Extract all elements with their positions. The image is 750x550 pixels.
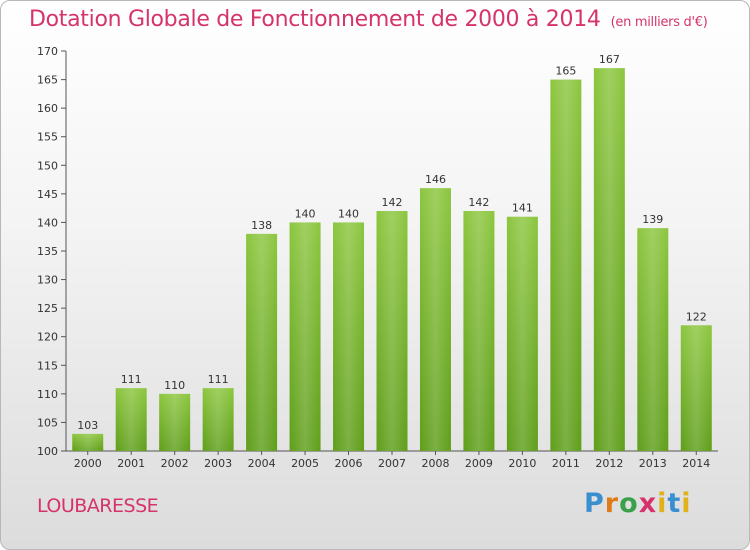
bar-shine: [246, 233, 278, 451]
y-tick-label: 105: [37, 416, 58, 429]
y-tick-label: 135: [37, 245, 58, 258]
x-tick-label: 2001: [117, 457, 145, 470]
data-labels-group: 103 111 110 111 138 140 140 142 146 142 141 165 167 1…: [77, 53, 707, 432]
bar-shine: [550, 79, 582, 452]
x-tick-label: 2002: [161, 457, 189, 470]
y-tick-label: 170: [37, 45, 58, 58]
x-tick-label: 2007: [378, 457, 406, 470]
data-label: 110: [164, 379, 185, 392]
y-tick-label: 130: [37, 274, 58, 287]
title-text: Dotation Globale de Fonctionnement de 20…: [29, 7, 601, 32]
logo-letter: r: [604, 488, 620, 519]
bar-shine: [637, 228, 669, 451]
bar-shine: [289, 222, 321, 451]
x-tick-label: 2000: [74, 457, 102, 470]
data-label: 146: [425, 173, 446, 186]
data-label: 140: [338, 207, 359, 220]
data-label: 139: [642, 213, 663, 226]
data-label: 141: [512, 202, 533, 215]
proxiti-logo[interactable]: Proxiti: [584, 488, 692, 519]
logo-letter: t: [667, 488, 682, 519]
y-tick-label: 150: [37, 159, 58, 172]
unit-subtitle: (en milliers d'€): [610, 15, 708, 30]
y-tick-label: 160: [37, 102, 58, 115]
data-label: 142: [382, 196, 403, 209]
data-label: 103: [77, 419, 98, 432]
x-tick-label: 2011: [552, 457, 580, 470]
x-tick-label: 2012: [595, 457, 623, 470]
x-tick-label: 2004: [248, 457, 276, 470]
x-tick-label: 2008: [421, 457, 449, 470]
commune-name: LOUBARESSE: [37, 495, 159, 517]
x-tick-label: 2010: [508, 457, 536, 470]
y-tick-label: 110: [37, 388, 58, 401]
y-tick-label: 115: [37, 359, 58, 372]
x-tick-label: 2013: [639, 457, 667, 470]
bars-group: [72, 68, 712, 452]
data-label: 140: [295, 207, 316, 220]
logo-letter: x: [638, 488, 658, 519]
bar-shine: [463, 211, 495, 451]
y-tick-label: 155: [37, 131, 58, 144]
bar-shine: [506, 216, 538, 451]
chart-title: Dotation Globale de Fonctionnement de 20…: [29, 7, 708, 32]
logo-letter: P: [584, 488, 605, 519]
bar-shine: [419, 188, 451, 451]
bar-shine: [376, 211, 408, 451]
data-label: 167: [599, 53, 620, 66]
data-label: 138: [251, 219, 272, 232]
logo-letter: o: [619, 488, 639, 519]
y-tick-label: 120: [37, 331, 58, 344]
y-tick-label: 100: [37, 445, 58, 458]
y-tick-label: 140: [37, 216, 58, 229]
bar-shine: [72, 433, 104, 451]
x-tick-label: 2014: [682, 457, 710, 470]
bar-shine: [202, 388, 234, 451]
data-label: 122: [686, 310, 707, 323]
data-label: 111: [121, 373, 142, 386]
data-label: 142: [468, 196, 489, 209]
y-tick-label: 125: [37, 302, 58, 315]
x-tick-label: 2005: [291, 457, 319, 470]
bar-shine: [593, 68, 625, 452]
y-tick-label: 145: [37, 188, 58, 201]
bar-shine: [115, 388, 147, 451]
logo-letter: i: [657, 488, 668, 519]
data-label: 165: [555, 65, 576, 78]
logo-letter: i: [681, 488, 692, 519]
bar-shine: [333, 222, 365, 451]
y-tick-label: 165: [37, 74, 58, 87]
data-label: 111: [208, 373, 229, 386]
axes: 100 105 110 115 120 125 130 135 140 145 150 155 160 1…: [37, 45, 718, 470]
x-tick-label: 2003: [204, 457, 232, 470]
bar-shine: [159, 393, 191, 451]
bar-shine: [680, 325, 712, 451]
x-tick-label: 2009: [465, 457, 493, 470]
x-tick-label: 2006: [335, 457, 363, 470]
